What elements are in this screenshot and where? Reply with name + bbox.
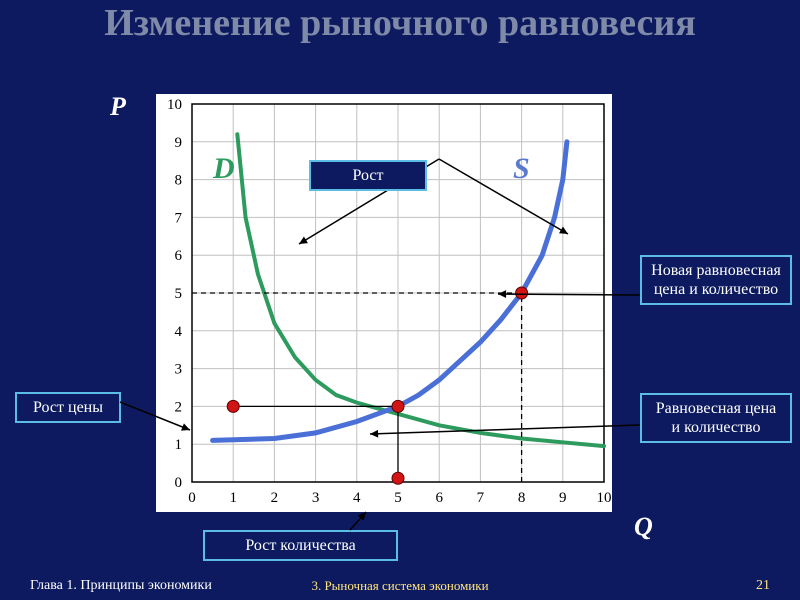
svg-text:3: 3 (312, 490, 320, 506)
callout-new-equilibrium: Новая равновесная цена и количество (640, 255, 792, 305)
callout-equilibrium: Равновесная цена и количество (640, 393, 792, 443)
callout-price-growth: Рост цены (15, 392, 121, 423)
svg-text:7: 7 (175, 210, 183, 226)
svg-text:2: 2 (175, 399, 183, 415)
p-axis-label: P (110, 92, 126, 122)
svg-text:9: 9 (175, 135, 183, 151)
svg-text:1: 1 (175, 437, 183, 453)
d-curve-label: D (213, 152, 235, 186)
svg-text:4: 4 (353, 490, 361, 506)
svg-text:3: 3 (175, 362, 183, 378)
svg-text:5: 5 (175, 286, 183, 302)
callout-growth: Рост (309, 160, 427, 191)
svg-text:1: 1 (229, 490, 237, 506)
q-axis-label: Q (634, 512, 653, 542)
svg-text:10: 10 (167, 97, 182, 113)
svg-text:10: 10 (597, 490, 612, 506)
svg-text:2: 2 (271, 490, 279, 506)
s-curve-label: S (513, 152, 530, 186)
svg-text:8: 8 (518, 490, 526, 506)
callout-qty-growth: Рост количества (203, 530, 398, 561)
svg-text:0: 0 (188, 490, 196, 506)
svg-text:8: 8 (175, 173, 183, 189)
footer-section: 3. Рыночная система экономики (0, 578, 800, 594)
svg-text:4: 4 (175, 324, 183, 340)
footer-page-number: 21 (756, 578, 770, 594)
svg-text:0: 0 (175, 475, 183, 491)
svg-text:6: 6 (175, 248, 183, 264)
svg-text:9: 9 (559, 490, 567, 506)
svg-text:7: 7 (477, 490, 485, 506)
slide-title: Изменение рыночного равновесия (0, 0, 800, 44)
svg-text:6: 6 (435, 490, 443, 506)
svg-text:5: 5 (394, 490, 402, 506)
